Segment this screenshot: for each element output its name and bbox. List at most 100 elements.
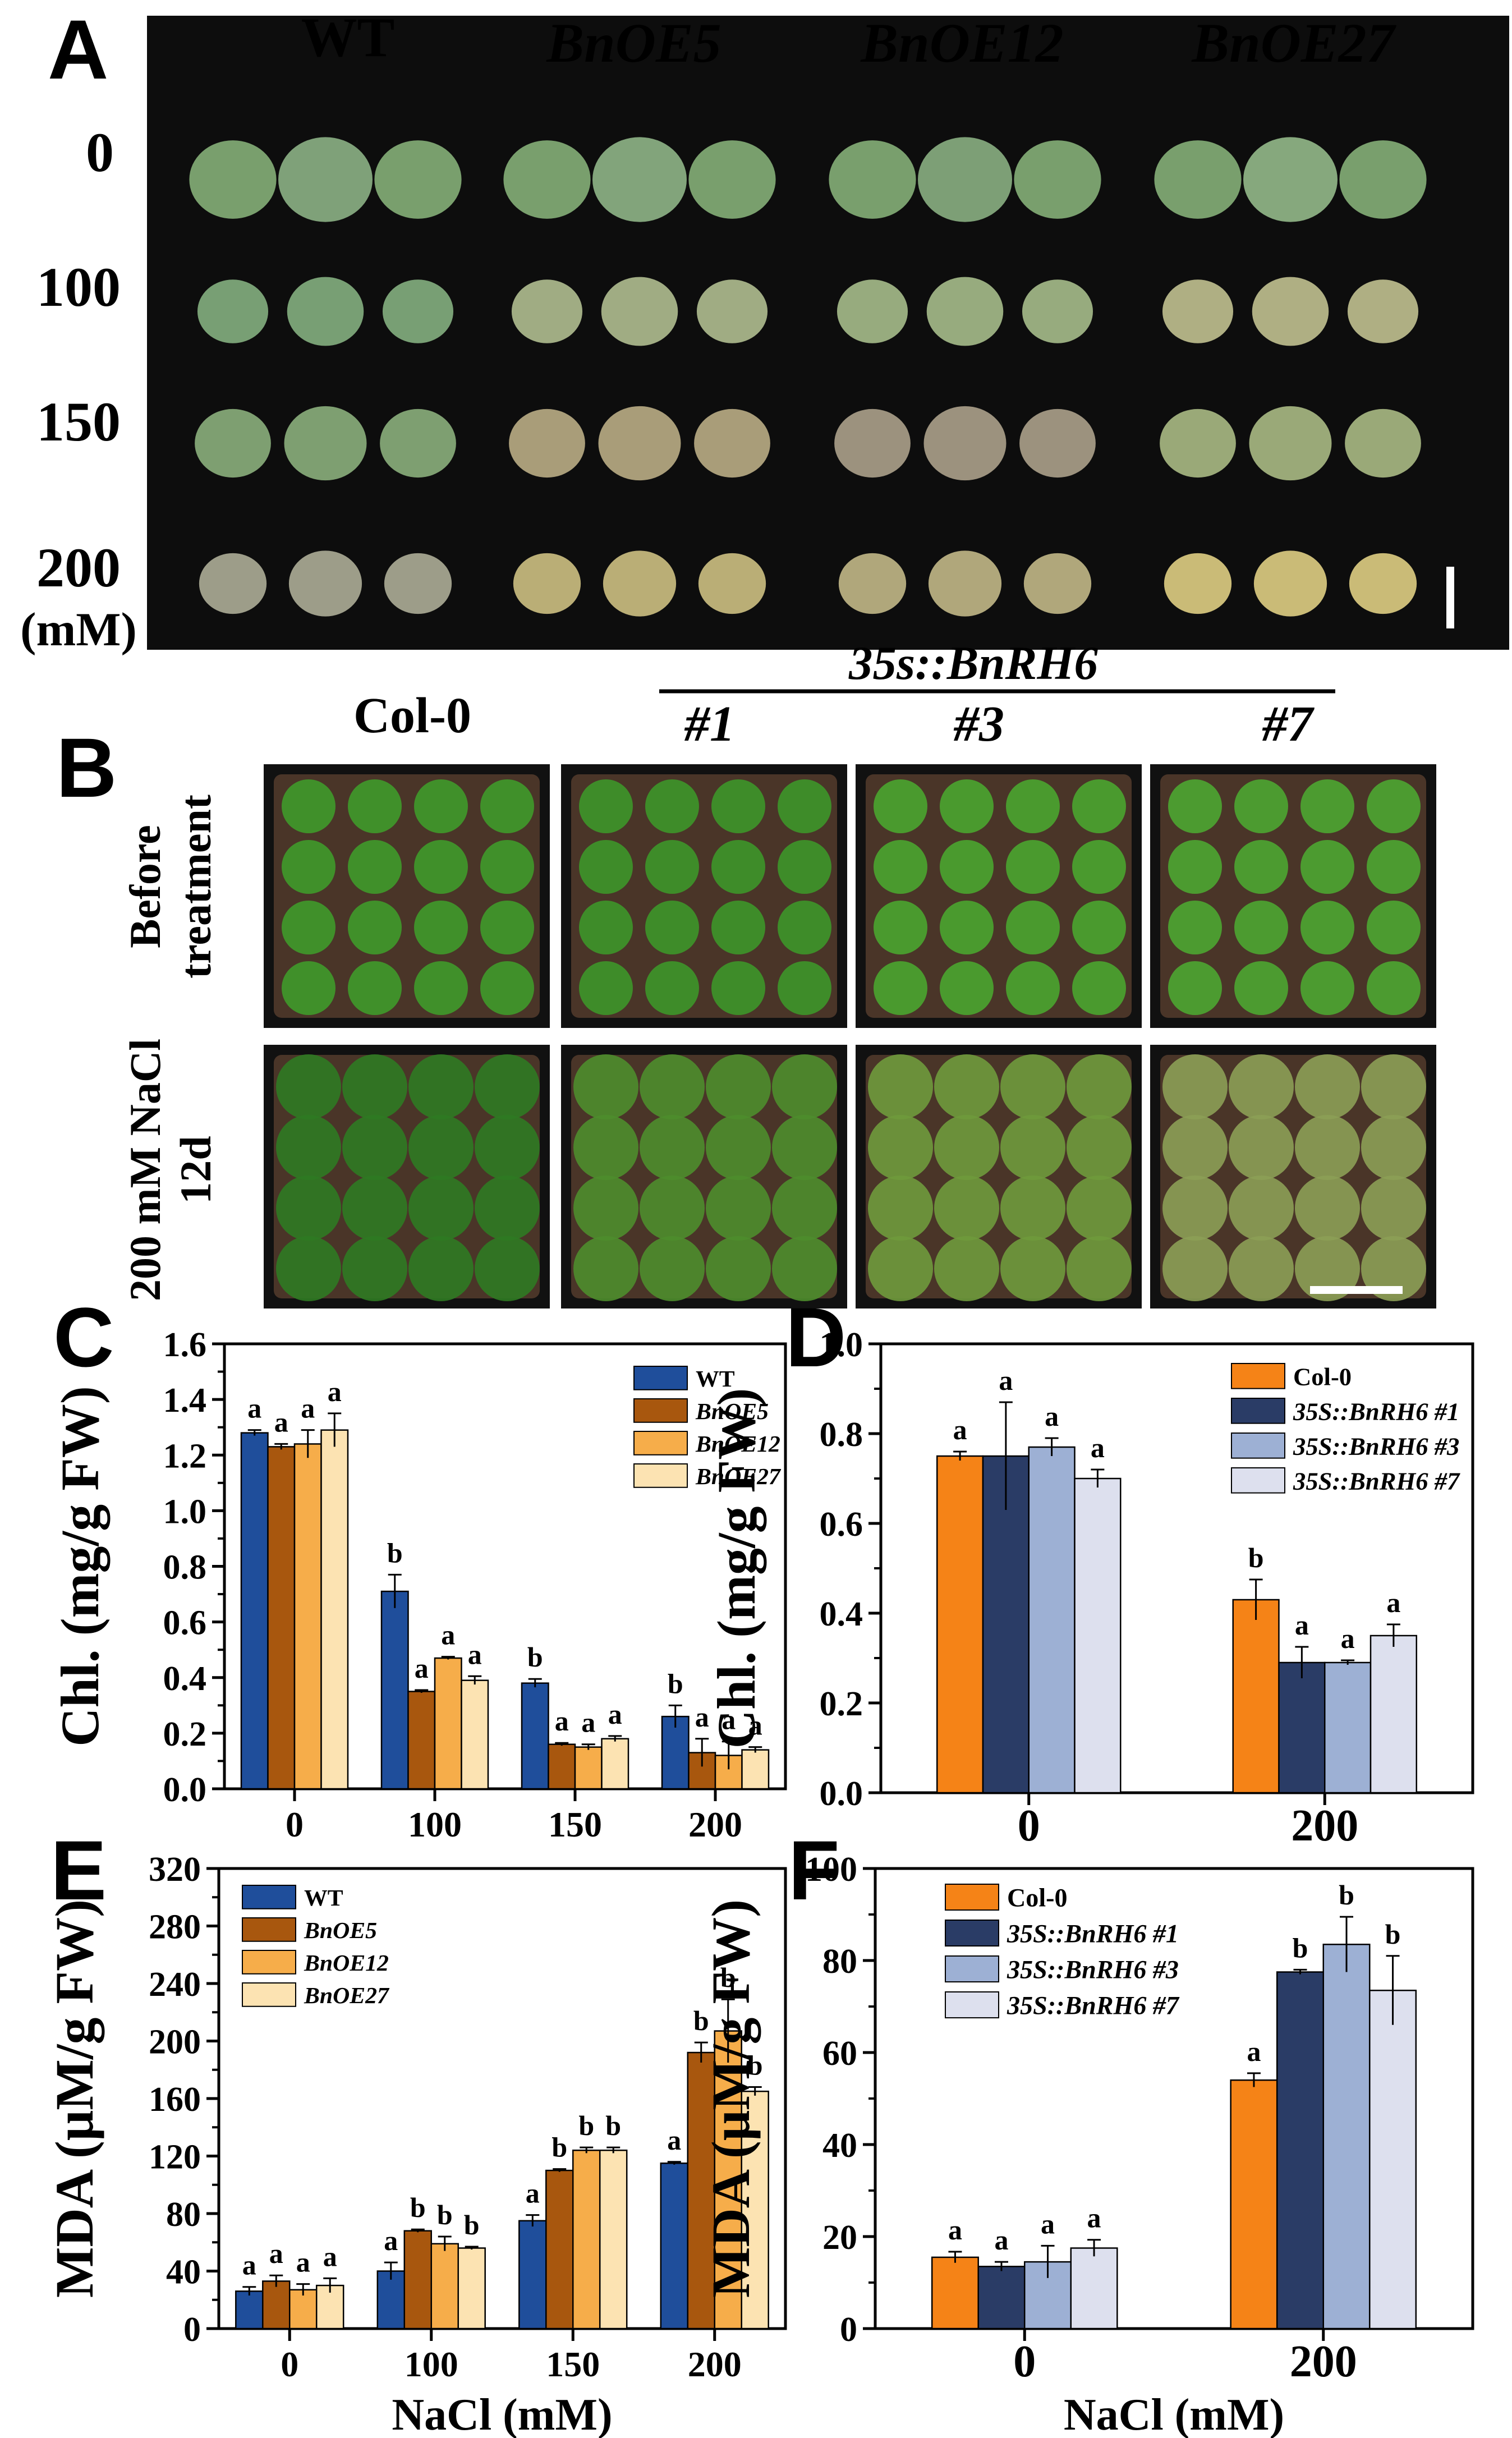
bar — [262, 2280, 291, 2330]
bar — [601, 1738, 629, 1790]
plant — [1300, 779, 1354, 833]
plant — [1300, 901, 1354, 954]
x-tick-label: 200 — [688, 2344, 742, 2384]
significance-letter: a — [1091, 1432, 1105, 1463]
panel-b: B 35s::BnRH6 Col-0 #1 #3 #7 Before treat… — [56, 637, 1436, 1308]
plant — [1300, 840, 1354, 894]
y-tick-label: 1.0 — [163, 1493, 207, 1531]
plant — [772, 1054, 837, 1119]
bar — [1230, 2079, 1278, 2330]
plant — [480, 961, 534, 1015]
bar — [599, 2150, 628, 2330]
significance-letter: a — [328, 1376, 342, 1407]
bar — [461, 1679, 489, 1790]
panel-letter: F — [788, 1823, 840, 1917]
plant — [1162, 1176, 1228, 1241]
leaf-sample — [838, 553, 907, 614]
significance-letter: a — [415, 1652, 429, 1684]
panel-b-col-col0: Col-0 — [353, 688, 471, 743]
legend-swatch — [1231, 1433, 1285, 1459]
plant — [579, 961, 633, 1015]
leaf-sample — [1154, 140, 1242, 219]
leaf-sample — [384, 553, 452, 614]
panel-b-col-3: #3 — [953, 696, 1004, 752]
bar — [1278, 1661, 1326, 1794]
plant — [868, 1236, 933, 1301]
leaf-sample — [592, 137, 687, 222]
bar — [289, 2289, 318, 2330]
bar — [574, 1746, 603, 1790]
plant — [282, 840, 336, 894]
leaf-sample — [189, 140, 277, 219]
bar — [1369, 1634, 1418, 1794]
panel-letter: C — [53, 1290, 114, 1384]
panel-letter: E — [50, 1823, 107, 1917]
leaf-sample — [195, 408, 271, 478]
plant — [1361, 1236, 1426, 1301]
legend-swatch — [945, 1884, 999, 1911]
plant — [1234, 840, 1288, 894]
y-tick-label: 200 — [149, 2023, 201, 2061]
plant — [282, 961, 336, 1015]
x-axis-label: NaCl (mM) — [392, 2390, 612, 2438]
y-tick-label: 1.4 — [163, 1381, 207, 1420]
leaf-sample — [288, 550, 362, 617]
significance-letter: b — [1385, 1918, 1401, 1950]
plant — [1067, 1176, 1132, 1241]
y-axis-label: MDA (μM/g FW) — [701, 1899, 761, 2298]
plant — [573, 1236, 638, 1301]
significance-letter: a — [948, 2214, 962, 2246]
significance-letter: b — [387, 1537, 403, 1568]
plant — [475, 1236, 540, 1301]
bar — [1324, 1661, 1372, 1794]
legend-label: BnOE5 — [304, 1918, 377, 1944]
significance-letter: a — [274, 1406, 288, 1438]
plant — [1072, 961, 1126, 1015]
y-tick-label: 120 — [149, 2138, 201, 2177]
panel-b-row-nacl: 200 mM NaCl — [121, 1039, 169, 1301]
y-axis-label: MDA (μM/g FW) — [44, 1899, 104, 2298]
panel-b-col-7: #7 — [1262, 696, 1315, 752]
x-tick-label: 0 — [1013, 2337, 1036, 2386]
y-tick-label: 160 — [149, 2081, 201, 2119]
plant — [778, 961, 831, 1015]
plant — [868, 1054, 933, 1119]
leaf-sample — [284, 406, 367, 481]
legend-swatch — [1231, 1398, 1285, 1424]
leaf-sample — [1347, 279, 1419, 343]
plant — [706, 1236, 771, 1301]
plant — [640, 1115, 705, 1180]
significance-letter: b — [552, 2132, 567, 2163]
tray-soil — [1160, 774, 1426, 1018]
plant — [645, 961, 699, 1015]
plant — [282, 779, 336, 833]
plant — [778, 779, 831, 833]
plant — [1295, 1115, 1360, 1180]
panel-b-group-label: 35s::BnRH6 — [848, 637, 1098, 690]
plant — [645, 840, 699, 894]
legend-label: Col-0 — [1007, 1884, 1068, 1912]
plant — [475, 1115, 540, 1180]
plant — [1229, 1236, 1294, 1301]
plant — [1072, 840, 1126, 894]
x-tick-label: 200 — [1290, 2337, 1357, 2386]
significance-letter: b — [693, 2005, 709, 2036]
legend-swatch — [945, 1955, 999, 1983]
y-tick-label: 0 — [840, 2311, 857, 2349]
plant — [711, 779, 765, 833]
legend-label: 35S::BnRH6 #1 — [1293, 1397, 1459, 1425]
chart-c: C 0.0 0.2 0.4 0.6 0.8 1.0 1.2 1.4 1.6 Chl. (mg/g F… — [50, 1290, 787, 1844]
bar — [660, 2162, 689, 2330]
bar — [521, 1682, 549, 1790]
panel-a-row-150: 150 — [36, 391, 121, 453]
y-tick-label: 100 — [805, 1851, 857, 1889]
legend-swatch — [242, 1982, 296, 2007]
bar — [376, 2270, 406, 2330]
bar — [931, 2256, 979, 2330]
plant — [1067, 1054, 1132, 1119]
plant — [573, 1115, 638, 1180]
legend-swatch — [633, 1463, 688, 1488]
x-tick-label: 150 — [546, 2344, 600, 2384]
panel-b-letter: B — [56, 720, 117, 815]
